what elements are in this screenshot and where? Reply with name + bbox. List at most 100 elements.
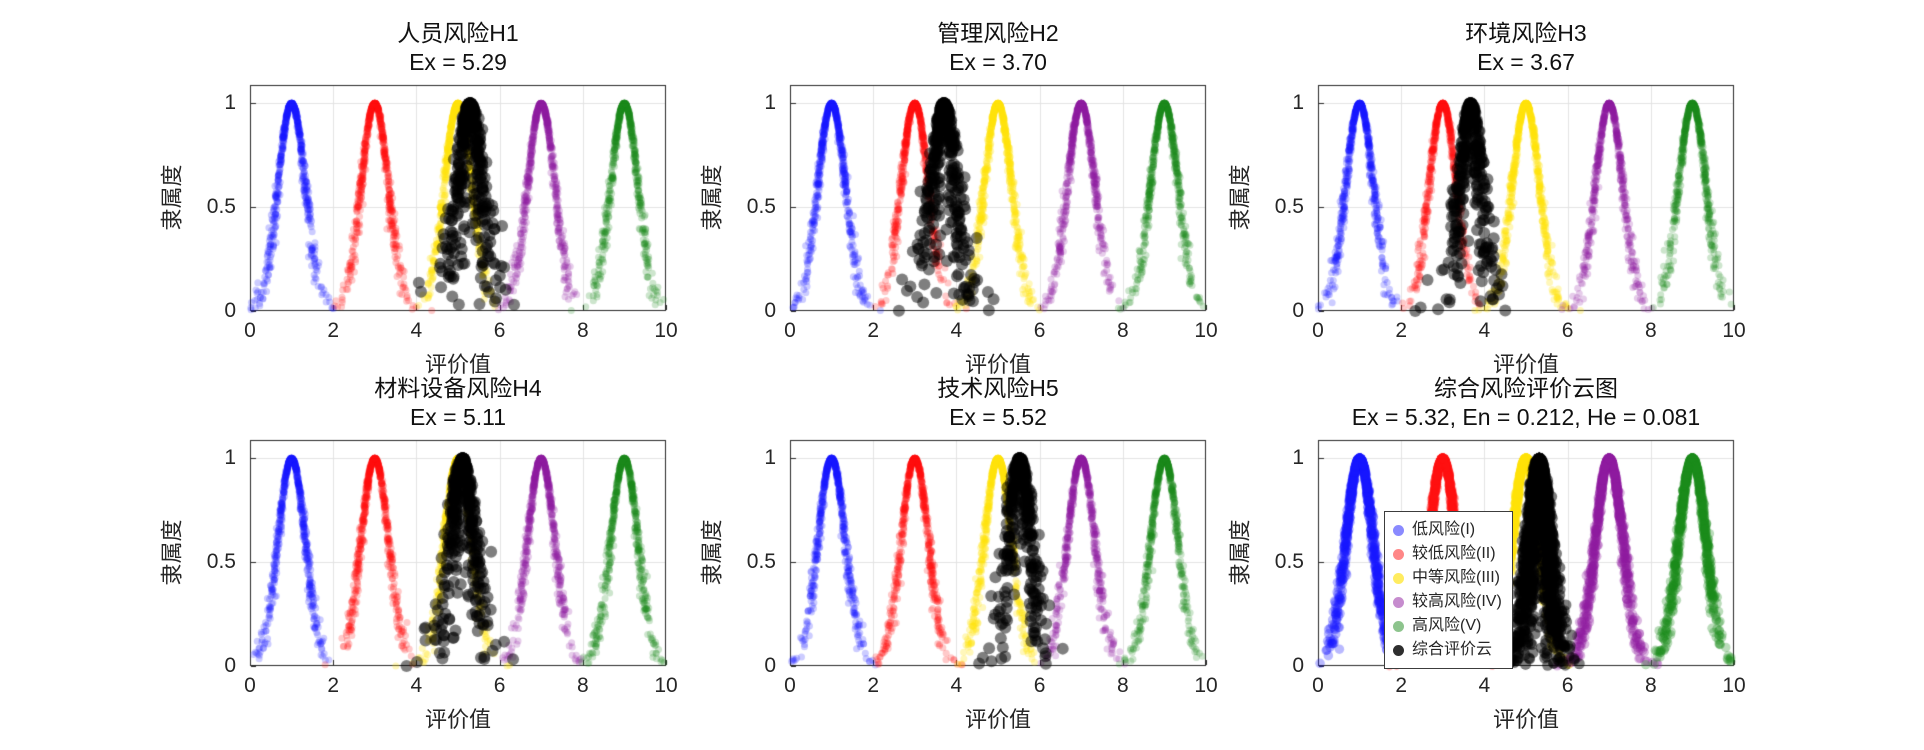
x-axis-label: 评价值 <box>1492 707 1559 732</box>
y-tick-label: 0 <box>224 299 236 322</box>
y-tick-label: 0 <box>224 654 236 677</box>
y-tick-label: 0.5 <box>1274 195 1304 219</box>
y-axis-label: 隶属度 <box>159 519 185 586</box>
y-tick-label: 0 <box>1292 654 1304 677</box>
subplot-title: 材料设备风险H4 <box>374 375 542 401</box>
x-tick-label: 4 <box>1478 674 1491 697</box>
subplot-subtitle: Ex = 5.29 <box>409 49 507 75</box>
y-tick-label: 0 <box>764 654 776 677</box>
x-tick-label: 10 <box>1722 319 1746 342</box>
x-tick-label: 10 <box>654 674 678 697</box>
subplot-title: 管理风险H2 <box>937 20 1059 46</box>
subplot-subtitle: Ex = 3.67 <box>1477 49 1575 75</box>
legend-item: 较高风险(IV) <box>1393 590 1502 614</box>
subplot-subtitle: Ex = 5.52 <box>949 404 1047 430</box>
subplot-4-plot-canvas <box>236 426 680 680</box>
x-tick-label: 0 <box>244 319 256 342</box>
subplot-2-plot-canvas <box>776 71 1220 325</box>
legend-item-label: 低风险(I) <box>1412 521 1476 538</box>
subplot-5-plot-canvas <box>776 426 1220 680</box>
subplot-4-title-block: 材料设备风险H4 Ex = 5.11 <box>250 374 666 432</box>
legend-item: 低风险(I) <box>1393 518 1502 542</box>
subplot-subtitle: Ex = 3.70 <box>949 49 1047 75</box>
y-tick-label: 0.5 <box>206 550 236 574</box>
y-tick-label: 1 <box>1292 446 1304 470</box>
x-axis-label: 评价值 <box>424 352 491 377</box>
y-tick-label: 0.5 <box>746 195 776 219</box>
x-tick-label: 2 <box>1395 674 1408 697</box>
x-tick-label: 4 <box>410 319 423 342</box>
y-tick-label: 0.5 <box>746 550 776 574</box>
x-tick-label: 6 <box>1033 674 1046 697</box>
subplot-6-title-block: 综合风险评价云图 Ex = 5.32, En = 0.212, He = 0.08… <box>1318 374 1734 432</box>
y-axis-label: 隶属度 <box>1227 164 1253 231</box>
x-tick-label: 2 <box>1395 319 1408 342</box>
x-tick-label: 10 <box>654 319 678 342</box>
subplot-title: 环境风险H3 <box>1465 20 1587 46</box>
x-tick-label: 4 <box>950 319 963 342</box>
y-axis-label: 隶属度 <box>699 164 725 231</box>
x-tick-label: 0 <box>784 674 796 697</box>
y-axis-label: 隶属度 <box>1227 519 1253 586</box>
legend-marker-4-icon <box>1393 596 1404 608</box>
x-tick-label: 2 <box>327 319 340 342</box>
x-tick-label: 10 <box>1194 319 1218 342</box>
subplot-1-title-block: 人员风险H1 Ex = 5.29 <box>250 19 666 77</box>
x-tick-label: 10 <box>1722 674 1746 697</box>
subplot-5-title-block: 技术风险H5 Ex = 5.52 <box>790 374 1206 432</box>
subplot-title: 技术风险H5 <box>937 375 1059 401</box>
legend-marker-3-icon <box>1393 572 1404 584</box>
legend-item: 综合评价云 <box>1393 638 1502 662</box>
x-tick-label: 6 <box>493 674 506 697</box>
y-tick-label: 0 <box>764 299 776 322</box>
x-tick-label: 0 <box>784 319 796 342</box>
y-tick-label: 1 <box>764 91 776 115</box>
subplot-1-plot-canvas <box>236 71 680 325</box>
legend-marker-5-icon <box>1393 620 1404 632</box>
legend-item-label: 高风险(V) <box>1412 617 1482 634</box>
x-tick-label: 8 <box>1116 319 1129 342</box>
x-tick-label: 0 <box>1312 319 1324 342</box>
legend-item-label: 较低风险(II) <box>1412 545 1496 562</box>
x-tick-label: 10 <box>1194 674 1218 697</box>
x-tick-label: 6 <box>1561 319 1574 342</box>
legend: 低风险(I) 较低风险(II) 中等风险(III) 较高风险(IV) 高风险(V) 综合评… <box>1384 511 1513 669</box>
x-tick-label: 6 <box>1561 674 1574 697</box>
subplot-subtitle: Ex = 5.32, En = 0.212, He = 0.081 <box>1351 404 1701 430</box>
x-tick-label: 8 <box>1644 319 1657 342</box>
legend-item: 中等风险(III) <box>1393 566 1502 590</box>
subplot-title: 人员风险H1 <box>397 20 519 46</box>
subplot-2-title-block: 管理风险H2 Ex = 3.70 <box>790 19 1206 77</box>
x-axis-label: 评价值 <box>964 352 1031 377</box>
subplot-title: 综合风险评价云图 <box>1434 375 1618 401</box>
subplot-3-plot-canvas <box>1304 71 1748 325</box>
x-tick-label: 4 <box>410 674 423 697</box>
x-tick-label: 8 <box>1116 674 1129 697</box>
x-tick-label: 0 <box>244 674 256 697</box>
legend-marker-6-icon <box>1393 644 1404 656</box>
x-tick-label: 6 <box>1033 319 1046 342</box>
x-tick-label: 8 <box>1644 674 1657 697</box>
y-tick-label: 1 <box>224 446 236 470</box>
legend-item: 高风险(V) <box>1393 614 1502 638</box>
y-tick-label: 0 <box>1292 299 1304 322</box>
x-tick-label: 8 <box>576 674 589 697</box>
y-tick-label: 0.5 <box>1274 550 1304 574</box>
x-axis-label: 评价值 <box>964 707 1031 732</box>
y-axis-label: 隶属度 <box>699 519 725 586</box>
legend-item: 较低风险(II) <box>1393 542 1502 566</box>
x-tick-label: 2 <box>327 674 340 697</box>
x-tick-label: 6 <box>493 319 506 342</box>
x-tick-label: 0 <box>1312 674 1324 697</box>
legend-item-label: 综合评价云 <box>1412 641 1493 658</box>
y-axis-label: 隶属度 <box>159 164 185 231</box>
subplot-subtitle: Ex = 5.11 <box>409 404 507 430</box>
x-axis-label: 评价值 <box>424 707 491 732</box>
legend-marker-1-icon <box>1393 524 1404 536</box>
y-tick-label: 1 <box>764 446 776 470</box>
y-tick-label: 1 <box>224 91 236 115</box>
y-tick-label: 0.5 <box>206 195 236 219</box>
legend-item-label: 中等风险(III) <box>1412 569 1500 586</box>
x-tick-label: 2 <box>867 674 880 697</box>
